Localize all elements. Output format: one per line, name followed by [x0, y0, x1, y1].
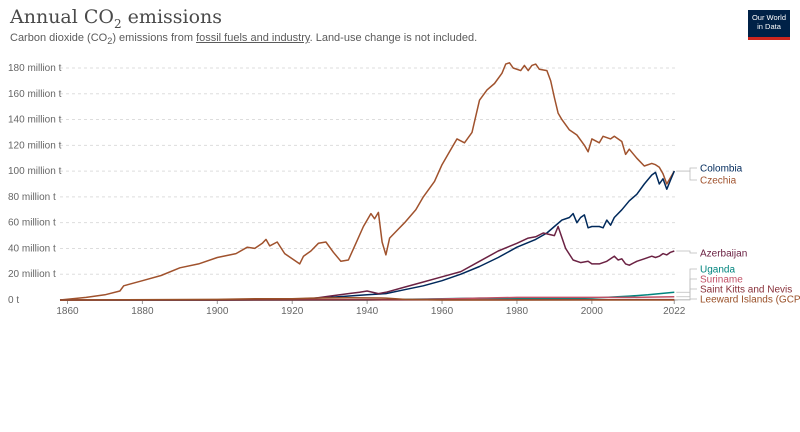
- y-tick-label: 0 t: [8, 295, 19, 306]
- x-tick-label: 2000: [581, 306, 604, 317]
- leader-line: [676, 298, 697, 301]
- series-line-czechia: [59, 62, 675, 301]
- series-end-label: Azerbaijan: [700, 249, 747, 260]
- y-tick-label: 160 million t: [8, 89, 62, 100]
- x-tick-label: 1980: [506, 306, 529, 317]
- leader-line: [676, 288, 697, 301]
- y-tick-label: 80 million t: [8, 192, 56, 203]
- leader-line: [676, 250, 697, 254]
- x-tick-label: 2022: [663, 306, 686, 317]
- series-end-label: Colombia: [700, 164, 743, 175]
- series-end-label: Suriname: [700, 275, 743, 286]
- leader-line: [676, 278, 697, 298]
- y-tick-label: 60 million t: [8, 218, 56, 229]
- y-tick-label: 100 million t: [8, 166, 62, 177]
- x-tick-label: 1860: [56, 306, 79, 317]
- x-tick-label: 1880: [131, 306, 154, 317]
- y-tick-label: 20 million t: [8, 269, 56, 280]
- x-tick-label: 1900: [206, 306, 229, 317]
- y-tick-label: 40 million t: [8, 243, 56, 254]
- series-line-uganda: [60, 291, 675, 301]
- series-end-label: Leeward Islands (GCP): [700, 295, 800, 306]
- y-tick-label: 120 million t: [8, 140, 62, 151]
- x-tick-label: 1960: [431, 306, 454, 317]
- chart-title: Annual CO2 emissions: [10, 6, 223, 31]
- owid-logo[interactable]: Our World in Data: [748, 10, 790, 40]
- y-tick-label: 180 million t: [8, 63, 62, 74]
- x-tick-label: 1940: [356, 306, 379, 317]
- x-tick-label: 1920: [281, 306, 304, 317]
- series-line-colombia: [60, 170, 675, 301]
- leader-line: [676, 170, 697, 181]
- leader-line: [676, 167, 697, 172]
- series-end-label: Czechia: [700, 176, 737, 187]
- series-line-azerbaijan: [60, 225, 675, 301]
- chart-subtitle: Carbon dioxide (CO2) emissions from foss…: [10, 32, 478, 47]
- series-end-label: Uganda: [700, 265, 735, 276]
- series-end-label: Saint Kitts and Nevis: [700, 285, 792, 296]
- series-line-leeward-islands-gcp-: [59, 296, 675, 301]
- y-tick-label: 140 million t: [8, 115, 62, 126]
- fossil-fuels-link[interactable]: fossil fuels and industry: [196, 32, 310, 44]
